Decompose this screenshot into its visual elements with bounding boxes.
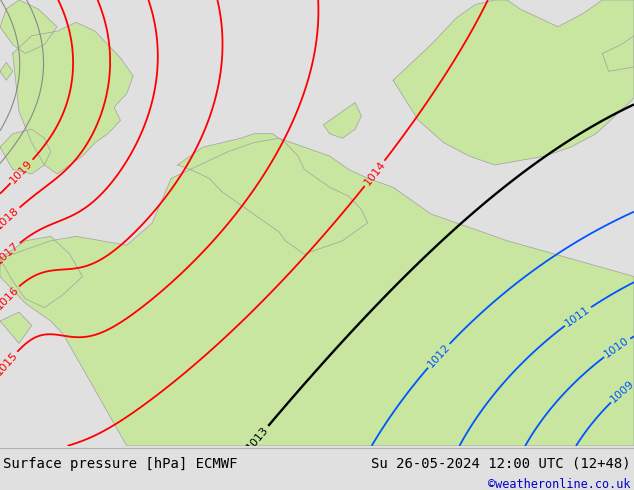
- Polygon shape: [323, 102, 361, 138]
- Polygon shape: [393, 0, 634, 165]
- Polygon shape: [0, 129, 51, 174]
- Polygon shape: [0, 236, 82, 308]
- Polygon shape: [0, 312, 32, 343]
- Text: 1011: 1011: [564, 304, 592, 328]
- Text: 1019: 1019: [8, 158, 35, 185]
- Polygon shape: [178, 134, 368, 254]
- Polygon shape: [0, 0, 57, 53]
- Text: Su 26-05-2024 12:00 UTC (12+48): Su 26-05-2024 12:00 UTC (12+48): [371, 457, 631, 470]
- Polygon shape: [0, 62, 13, 80]
- Polygon shape: [602, 36, 634, 72]
- Polygon shape: [0, 138, 634, 446]
- Polygon shape: [13, 22, 133, 174]
- Text: 1009: 1009: [609, 378, 634, 404]
- Text: 1014: 1014: [362, 159, 387, 188]
- Text: Surface pressure [hPa] ECMWF: Surface pressure [hPa] ECMWF: [3, 457, 238, 470]
- Text: 1018: 1018: [0, 205, 22, 231]
- Text: 1016: 1016: [0, 284, 21, 311]
- Text: 1017: 1017: [0, 241, 22, 267]
- Text: ©weatheronline.co.uk: ©weatheronline.co.uk: [488, 478, 631, 490]
- Text: 1013: 1013: [245, 424, 271, 452]
- Text: 1015: 1015: [0, 350, 20, 377]
- Text: 1010: 1010: [603, 336, 631, 360]
- Text: 1012: 1012: [425, 342, 452, 369]
